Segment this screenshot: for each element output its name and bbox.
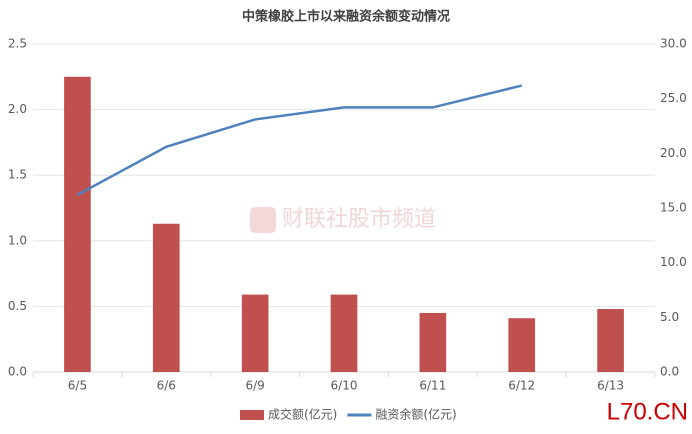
y2-tick-label: 20.0 <box>660 146 687 160</box>
y-tick-label: 2.5 <box>8 37 27 51</box>
y-tick-label: 0.5 <box>8 299 27 313</box>
bar <box>419 312 447 372</box>
chart-title: 中策橡胶上市以来融资余额变动情况 <box>242 9 450 25</box>
y-tick-label: 0.0 <box>8 365 27 379</box>
site-label: L70.CN <box>607 398 688 425</box>
x-tick-label: 6/12 <box>508 379 535 393</box>
y-tick-label: 2.0 <box>8 102 27 116</box>
bar <box>241 294 269 372</box>
x-tick-label: 6/13 <box>597 379 624 393</box>
legend-swatch <box>240 410 264 420</box>
y2-tick-label: 15.0 <box>660 201 687 215</box>
bar <box>597 309 624 372</box>
watermark: 财联社股市频道 <box>282 207 436 232</box>
bar <box>508 318 536 372</box>
line <box>76 84 523 196</box>
x-tick-label: 6/6 <box>157 379 176 393</box>
y2-tick-label: 25.0 <box>660 91 687 105</box>
x-tick-label: 6/9 <box>245 379 264 393</box>
y-tick-label: 1.5 <box>8 168 27 182</box>
bar <box>64 76 91 373</box>
y2-tick-label: 5.0 <box>660 310 679 324</box>
bar <box>152 223 180 372</box>
x-tick-label: 6/10 <box>331 379 358 393</box>
watermark-logo <box>250 207 276 233</box>
x-tick-label: 6/5 <box>68 379 87 393</box>
legend-label: 融资余额(亿元) <box>375 407 456 422</box>
legend-label: 成交额(亿元) <box>268 407 337 422</box>
bar <box>330 294 358 372</box>
y2-tick-label: 0.0 <box>660 365 679 379</box>
y2-tick-label: 10.0 <box>660 255 687 269</box>
x-tick-label: 6/11 <box>419 379 446 393</box>
y2-tick-label: 30.0 <box>660 37 687 51</box>
y-tick-label: 1.0 <box>8 233 27 247</box>
